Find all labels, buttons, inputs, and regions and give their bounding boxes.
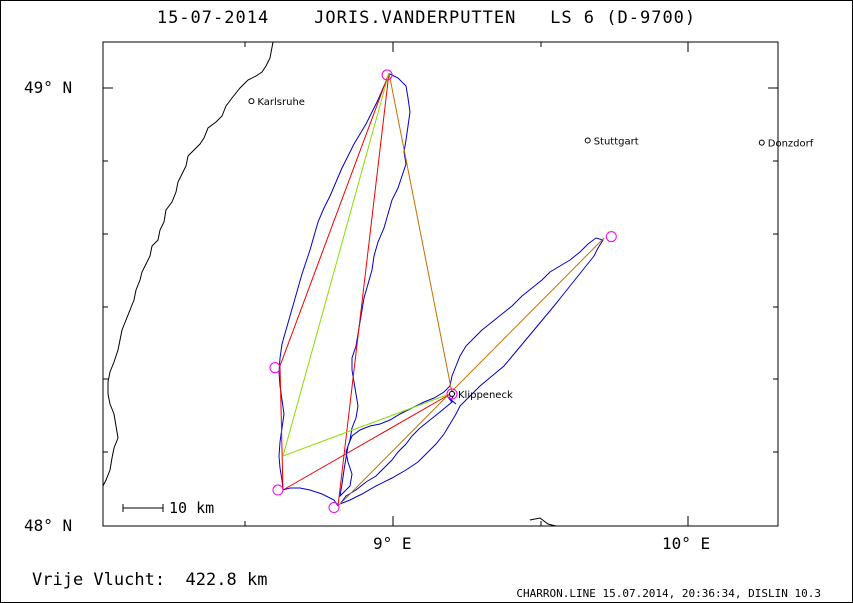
turnpoint-marker	[328, 502, 340, 514]
lon-label-9: 9° E	[373, 534, 412, 553]
turnpoint-layer	[269, 69, 617, 514]
turnpoint-marker	[605, 231, 617, 243]
turnpoint-marker	[272, 484, 284, 496]
program-info: CHARRON.LINE 15.07.2014, 20:36:34, DISLI…	[516, 587, 821, 600]
place-marker	[584, 137, 591, 144]
place-marker	[248, 98, 255, 105]
border-line-fragment	[529, 517, 557, 527]
pilot-name: JORIS.VANDERPUTTEN	[314, 8, 517, 28]
place-marker	[758, 139, 765, 146]
turnpoint-marker	[446, 388, 458, 400]
turnpoint-marker	[381, 69, 393, 81]
scale-bar	[122, 504, 164, 512]
flight-date: 15-07-2014	[156, 8, 270, 28]
place-label: Stuttgart	[594, 136, 639, 147]
distance-summary: Vrije Vlucht: 422.8 km	[32, 570, 267, 590]
task-lines	[279, 72, 605, 507]
glider-name: LS 6 (D-9700)	[550, 8, 697, 28]
place-marker	[449, 390, 455, 397]
lat-label-48: 48° N	[24, 516, 73, 535]
flight-track	[278, 73, 604, 507]
flight-title: 15-07-2014 JORIS.VANDERPUTTEN LS 6 (D-97…	[0, 8, 853, 28]
lat-label-49: 49° N	[24, 78, 73, 97]
scale-bar-label: 10 km	[169, 499, 215, 517]
distance-value: 422.8 km	[185, 570, 268, 590]
place-layer: Karlsruhe Stuttgart Donzdorf Klippeneck	[248, 97, 814, 401]
border-line	[102, 41, 274, 487]
distance-label: Vrije Vlucht:	[32, 570, 166, 590]
turnpoint-marker	[269, 362, 281, 374]
place-label: Donzdorf	[768, 139, 814, 150]
tick-marks	[103, 42, 778, 526]
place-label: Klippeneck	[458, 390, 513, 401]
place-label: Karlsruhe	[257, 97, 305, 108]
lon-label-10: 10° E	[662, 534, 711, 553]
plot-area	[102, 41, 779, 527]
